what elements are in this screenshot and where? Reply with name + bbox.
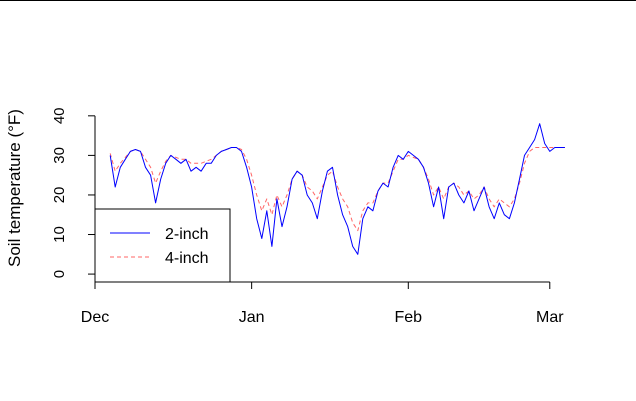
- x-axis: Dec Jan Feb Mar: [81, 281, 564, 326]
- y-axis-label: Soil temperature (°F): [5, 109, 24, 267]
- y-tick-label: 0: [51, 270, 68, 278]
- y-tick-label: 20: [51, 187, 68, 204]
- legend-label: 2-inch: [165, 226, 209, 243]
- series-line-4-inch: [109, 147, 565, 232]
- y-tick-label: 40: [51, 107, 68, 124]
- legend-label: 4-inch: [165, 250, 209, 267]
- top-border-line: [0, 0, 636, 1]
- x-tick-label: Mar: [536, 309, 564, 326]
- y-axis: 0 10 20 30 40: [51, 107, 96, 278]
- y-tick-label: 30: [51, 147, 68, 164]
- x-tick-label: Dec: [81, 309, 109, 326]
- x-tick-label: Jan: [239, 309, 265, 326]
- x-tick-label: Feb: [395, 309, 423, 326]
- y-tick-label: 10: [51, 226, 68, 243]
- legend: 2-inch 4-inch: [94, 208, 231, 283]
- series-layer: [109, 123, 565, 255]
- legend-box: [94, 208, 231, 283]
- series-line-2-inch: [109, 123, 565, 255]
